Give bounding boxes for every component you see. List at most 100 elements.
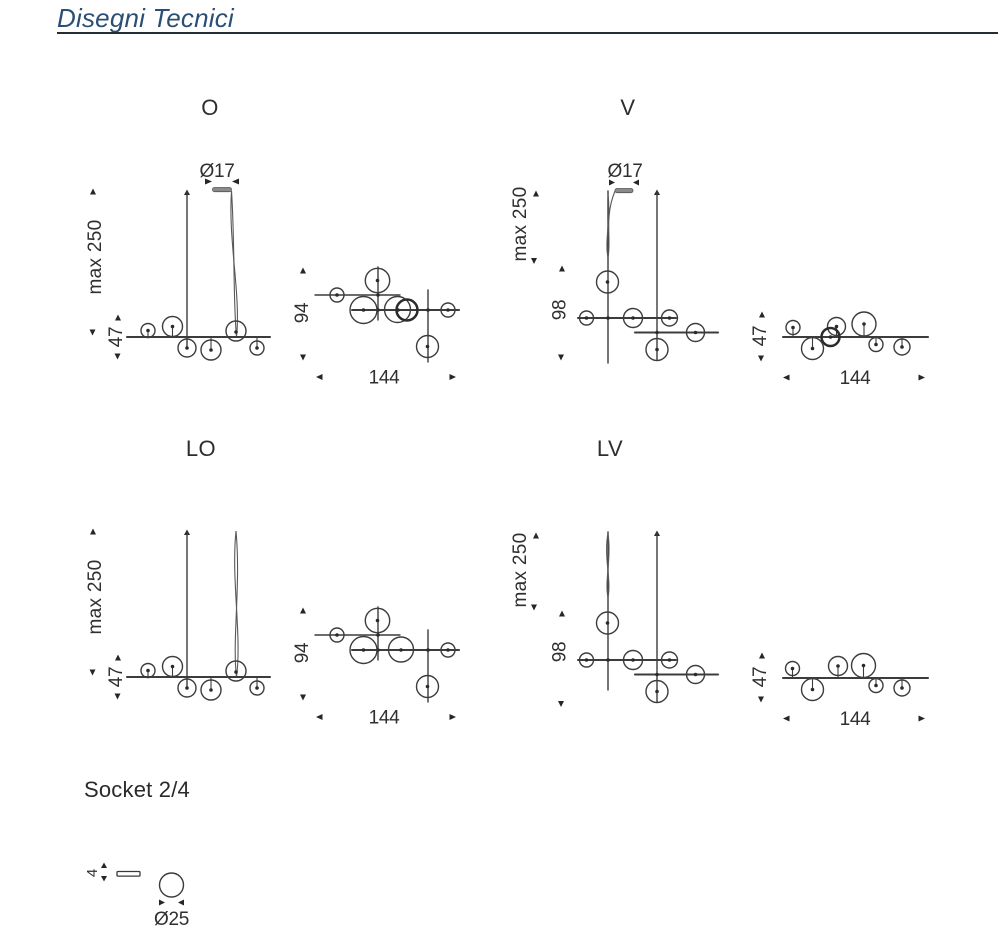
variant-label-lv: LV xyxy=(596,436,624,461)
lv-front-view: max 250 98 xyxy=(510,530,720,707)
socket-view: 4 Ø25 xyxy=(84,862,189,930)
dim-max-drop: max 250 xyxy=(85,528,106,676)
suspension-stem xyxy=(184,529,190,689)
o-plan-view: 94 144 xyxy=(292,266,461,389)
arrow-up-icon xyxy=(115,314,121,321)
sphere xyxy=(177,678,197,698)
arrow-left-icon xyxy=(178,899,184,906)
joint-dot xyxy=(376,633,380,637)
page-title: Disegni Tecnici xyxy=(57,3,234,33)
dim-max-drop: max 250 xyxy=(85,188,106,336)
sphere xyxy=(893,336,911,356)
dim-label: 144 xyxy=(840,709,872,730)
dim-label: 94 xyxy=(292,642,313,663)
sphere xyxy=(225,320,247,342)
arrow-up-icon xyxy=(90,528,96,535)
arrow-down-icon xyxy=(89,669,96,676)
joint-dot xyxy=(606,658,610,662)
arrow-left-icon xyxy=(316,374,323,380)
sphere xyxy=(387,636,415,663)
arrow-left-icon xyxy=(633,179,639,186)
canopy xyxy=(614,188,634,194)
dim-side-height: 47 xyxy=(750,652,771,703)
arrow-left-icon xyxy=(316,714,323,720)
sphere xyxy=(850,652,877,679)
dim-diameter: Ø25 xyxy=(154,899,189,930)
socket-top-circle xyxy=(158,872,185,898)
variant-label-v: V xyxy=(620,95,636,120)
sphere xyxy=(785,319,801,338)
sphere xyxy=(349,295,378,325)
sphere xyxy=(820,326,841,348)
sphere xyxy=(364,267,391,294)
arrow-right-icon xyxy=(918,374,925,381)
dim-label: 144 xyxy=(369,368,401,389)
sphere xyxy=(595,611,620,635)
sphere xyxy=(415,674,440,699)
sphere xyxy=(660,309,679,327)
lo-plan-view: 94 144 xyxy=(292,606,461,729)
joint-dot xyxy=(655,672,659,677)
arrow-right-icon xyxy=(609,179,615,186)
suspension-cable xyxy=(606,531,610,691)
sphere xyxy=(827,655,849,679)
variant-label-o: O xyxy=(201,95,219,120)
joint-dot xyxy=(376,293,380,297)
arrow-right-icon xyxy=(205,178,212,185)
sphere xyxy=(249,676,265,696)
sphere xyxy=(440,642,456,658)
socket-section-label: Socket 2/4 xyxy=(84,777,190,802)
arrow-left-icon xyxy=(232,178,239,185)
dim-label: 47 xyxy=(106,327,127,348)
dim-label: max 250 xyxy=(510,533,531,608)
dim-label: max 250 xyxy=(85,560,106,635)
sphere xyxy=(200,336,222,361)
sphere xyxy=(893,677,911,697)
dim-plan-depth: 94 xyxy=(292,607,313,701)
sphere xyxy=(851,311,877,338)
dim-label: 98 xyxy=(550,642,571,663)
dim-label: 94 xyxy=(292,302,313,323)
joint-dot xyxy=(426,648,430,652)
dim-side-width: 144 xyxy=(783,368,925,389)
arrow-right-icon xyxy=(449,374,456,380)
dim-plan-depth: 94 xyxy=(292,267,313,361)
arrow-up-icon xyxy=(759,311,765,318)
suspension-cable xyxy=(234,530,239,678)
variant-label-lo: LO xyxy=(185,436,217,461)
arrow-up-icon xyxy=(115,654,121,661)
sphere xyxy=(685,322,706,343)
lv-side-view: 47 144 xyxy=(750,652,930,730)
sphere xyxy=(645,679,669,704)
sphere xyxy=(329,627,345,643)
dim-max-drop: max 250 xyxy=(510,532,539,611)
dim-front-height: 98 xyxy=(550,265,571,361)
sphere xyxy=(415,334,440,359)
title-rule xyxy=(57,32,998,34)
o-front-view: Ø17 xyxy=(85,161,272,361)
sphere xyxy=(395,298,419,322)
arrow-right-icon xyxy=(159,899,165,906)
dim-stem-diameter: Ø17 xyxy=(199,161,239,185)
dim-stem-diameter: Ø17 xyxy=(607,161,643,186)
v-side-view: 47 1 xyxy=(750,311,930,389)
sphere xyxy=(784,660,801,679)
dim-label: Ø25 xyxy=(154,909,189,930)
dim-label: 47 xyxy=(106,667,127,688)
dim-side-width: 144 xyxy=(783,709,925,730)
arrow-down-icon xyxy=(758,696,764,703)
sphere xyxy=(622,649,644,671)
arrow-up-icon xyxy=(300,607,306,614)
sphere xyxy=(578,310,595,326)
arrow-down-icon xyxy=(558,354,564,361)
dim-front-height: 98 xyxy=(550,610,571,707)
suspension-stem xyxy=(184,189,190,349)
sphere xyxy=(364,607,391,634)
arrow-down-icon xyxy=(114,693,121,700)
joint-dot xyxy=(606,316,610,320)
dim-label: 47 xyxy=(750,667,771,688)
arrow-up-icon xyxy=(759,652,765,659)
arrow-down-icon xyxy=(758,355,764,362)
dim-label: 47 xyxy=(750,326,771,347)
